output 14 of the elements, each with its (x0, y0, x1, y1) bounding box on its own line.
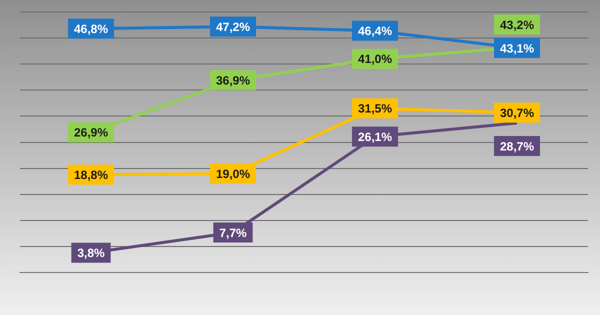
data-label: 46,8% (74, 22, 108, 36)
data-label: 19,0% (216, 166, 250, 181)
data-label: 36,9% (216, 74, 250, 88)
data-label: 43,2% (500, 18, 534, 32)
data-label: 47,2% (216, 20, 250, 34)
data-label: 46,4% (358, 24, 392, 38)
data-label: 28,7% (500, 139, 534, 154)
data-label: 26,1% (358, 130, 392, 144)
data-label: 30,7% (500, 106, 534, 120)
data-label: 31,5% (358, 102, 392, 116)
data-label: 26,9% (74, 126, 108, 140)
data-label: 18,8% (74, 168, 108, 182)
data-label: 43,1% (500, 41, 534, 56)
data-label: 41,0% (358, 52, 392, 66)
